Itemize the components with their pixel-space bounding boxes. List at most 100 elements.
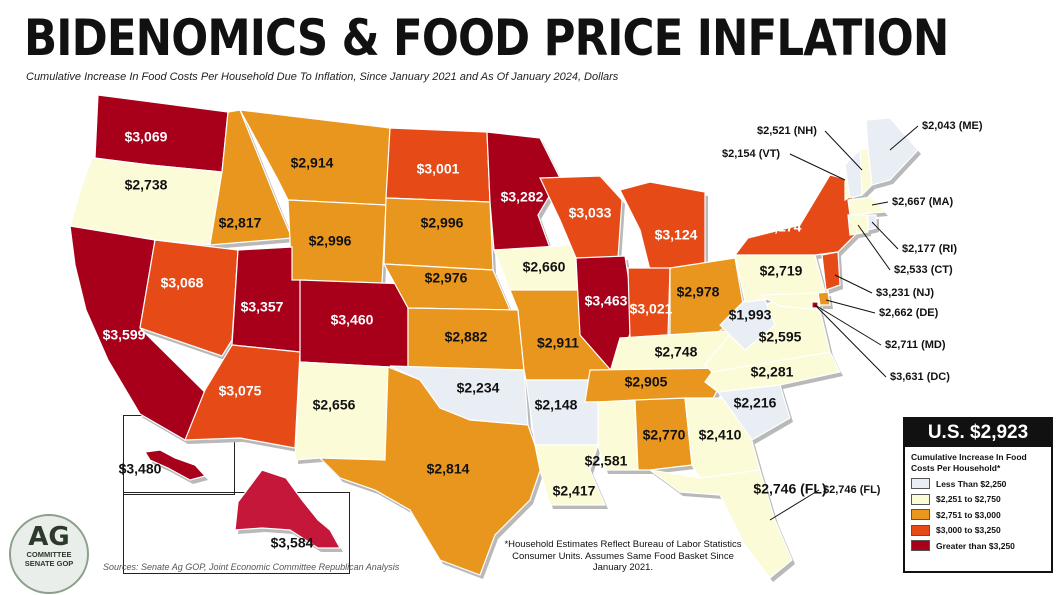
missouri-value-label: $2,911: [537, 335, 579, 351]
us-total: U.S. $2,923: [905, 419, 1051, 447]
legend-item: Greater than $3,250: [905, 538, 1051, 554]
legend-item: $2,751 to $3,000: [905, 507, 1051, 523]
legend-label: Less Than $2,250: [936, 478, 1007, 489]
new-hampshire-leader-line: [824, 130, 863, 171]
state-value-labels: $3,069 $2,738 $3,599 $2,817 $3,068 $2,914 $2,9…: [103, 120, 983, 551]
florida-leader-line: [769, 489, 820, 521]
new-jersey-state: [821, 251, 841, 291]
maine-state: [865, 117, 919, 186]
michigan-value-label: $3,124: [655, 227, 698, 243]
maine-callout-label: $2,043 (ME): [922, 120, 983, 132]
new-york-state: [733, 174, 859, 256]
vermont-leader-line: [789, 153, 846, 181]
massachusetts-callout-label: $2,667 (MA): [892, 196, 953, 208]
legend: U.S. $2,923 Cumulative Increase In Food …: [903, 417, 1053, 573]
wisconsin-value-label: $3,033: [569, 205, 612, 221]
minnesota-state: [486, 131, 561, 251]
district-of-columbia-callout-label: $3,631 (DC): [890, 371, 950, 383]
legend-swatch: [911, 478, 930, 490]
wyoming-value-label: $2,996: [309, 233, 352, 249]
tennessee-value-label: $2,905: [625, 374, 668, 390]
north-dakota-value-label: $3,001: [417, 161, 460, 177]
connecticut-callout-label: $2,533 (CT): [894, 264, 953, 276]
arizona-value-label: $3,075: [219, 383, 262, 399]
montana-value-label: $2,914: [291, 155, 334, 171]
alabama-state: [634, 397, 693, 471]
colorado-value-label: $3,460: [331, 312, 374, 328]
district-of-columbia-leader-line: [814, 304, 887, 378]
legend-label: $2,251 to $2,750: [936, 494, 1001, 505]
hawaii-value-label: $3,480: [119, 461, 162, 477]
alaska-inset-frame: [123, 492, 350, 574]
oregon-value-label: $2,738: [125, 177, 168, 193]
alaska-value-label: $3,584: [271, 535, 314, 551]
west-virginia-value-label: $1,993: [729, 307, 772, 323]
maryland-leader-line: [814, 304, 882, 346]
louisiana-value-label: $2,417: [553, 483, 596, 499]
vermont-state: [844, 148, 863, 199]
indiana-value-label: $3,021: [630, 301, 673, 317]
virginia-value-label: $2,595: [759, 329, 802, 345]
legend-item: Less Than $2,250: [905, 476, 1051, 492]
legend-swatch: [911, 540, 930, 552]
logo-committee-text: COMMITTEE: [26, 550, 72, 559]
texas-state: [318, 366, 543, 576]
alaska-state: [234, 469, 342, 549]
south-carolina-value-label: $2,216: [734, 395, 777, 411]
vermont-callout-label: $2,154 (VT): [722, 148, 780, 160]
florida-state: [649, 469, 793, 579]
south-dakota-value-label: $2,996: [421, 215, 464, 231]
kansas-value-label: $2,882: [445, 329, 488, 345]
ohio-value-label: $2,978: [677, 284, 720, 300]
state-shapes: [69, 94, 919, 579]
legend-item: $2,251 to $2,750: [905, 492, 1051, 508]
legend-swatch: [911, 493, 930, 505]
page-subtitle: Cumulative Increase In Food Costs Per Ho…: [26, 71, 619, 83]
north-carolina-value-label: $2,281: [751, 364, 794, 380]
nevada-state: [139, 239, 239, 357]
georgia-value-label: $2,410: [699, 427, 742, 443]
legend-item: $3,000 to $3,250: [905, 523, 1051, 539]
delaware-callout-label: $2,662 (DE): [879, 307, 939, 319]
massachusetts-state: [847, 196, 887, 216]
mississippi-state: [597, 399, 639, 471]
massachusetts-leader-line: [871, 201, 889, 206]
legend-swatch: [911, 524, 930, 536]
delaware-state: [817, 291, 831, 306]
alabama-value-label: $2,770: [643, 427, 686, 443]
legend-title: Cumulative Increase In Food Costs Per Ho…: [911, 452, 1027, 473]
rhode-island-callout-label: $2,177 (RI): [902, 243, 957, 255]
kentucky-value-label: $2,748: [655, 344, 698, 360]
mississippi-value-label: $2,581: [585, 453, 628, 469]
footnote: *Household Estimates Reflect Bureau of L…: [504, 539, 742, 573]
legend-label: Greater than $3,250: [936, 540, 1015, 551]
nebraska-value-label: $2,976: [425, 270, 468, 286]
hawaii-state: [143, 449, 207, 481]
oregon-state: [69, 157, 223, 246]
minnesota-value-label: $3,282: [501, 189, 544, 205]
legend-label: $3,000 to $3,250: [936, 525, 1001, 536]
maine-leader-line: [889, 125, 919, 151]
idaho-value-label: $2,817: [219, 215, 262, 231]
new-hampshire-callout-label: $2,521 (NH): [757, 125, 817, 137]
iowa-value-label: $2,660: [523, 259, 566, 275]
utah-value-label: $3,357: [241, 299, 284, 315]
logo-senate-text: SENATE GOP: [24, 559, 74, 568]
connecticut-leader-line: [857, 224, 891, 271]
maryland-callout-label: $2,711 (MD): [885, 339, 946, 351]
oklahoma-value-label: $2,234: [457, 380, 500, 396]
ag-committee-logo: AG COMMITTEE SENATE GOP: [9, 514, 89, 594]
new-mexico-value-label: $2,656: [313, 397, 356, 413]
florida-callout-label: $2,746 (FL): [823, 484, 881, 496]
pennsylvania-value-label: $2,719: [760, 263, 803, 279]
south-dakota-state: [383, 197, 494, 271]
nevada-value-label: $3,068: [161, 275, 204, 291]
new-jersey-leader-line: [834, 274, 873, 294]
west-virginia-state: [719, 299, 776, 351]
new-york-value-label: $3,174: [759, 219, 802, 235]
texas-value-label: $2,814: [427, 461, 470, 477]
california-value-label: $3,599: [103, 327, 146, 343]
legend-swatch: [911, 509, 930, 521]
maryland-state: [757, 292, 821, 311]
